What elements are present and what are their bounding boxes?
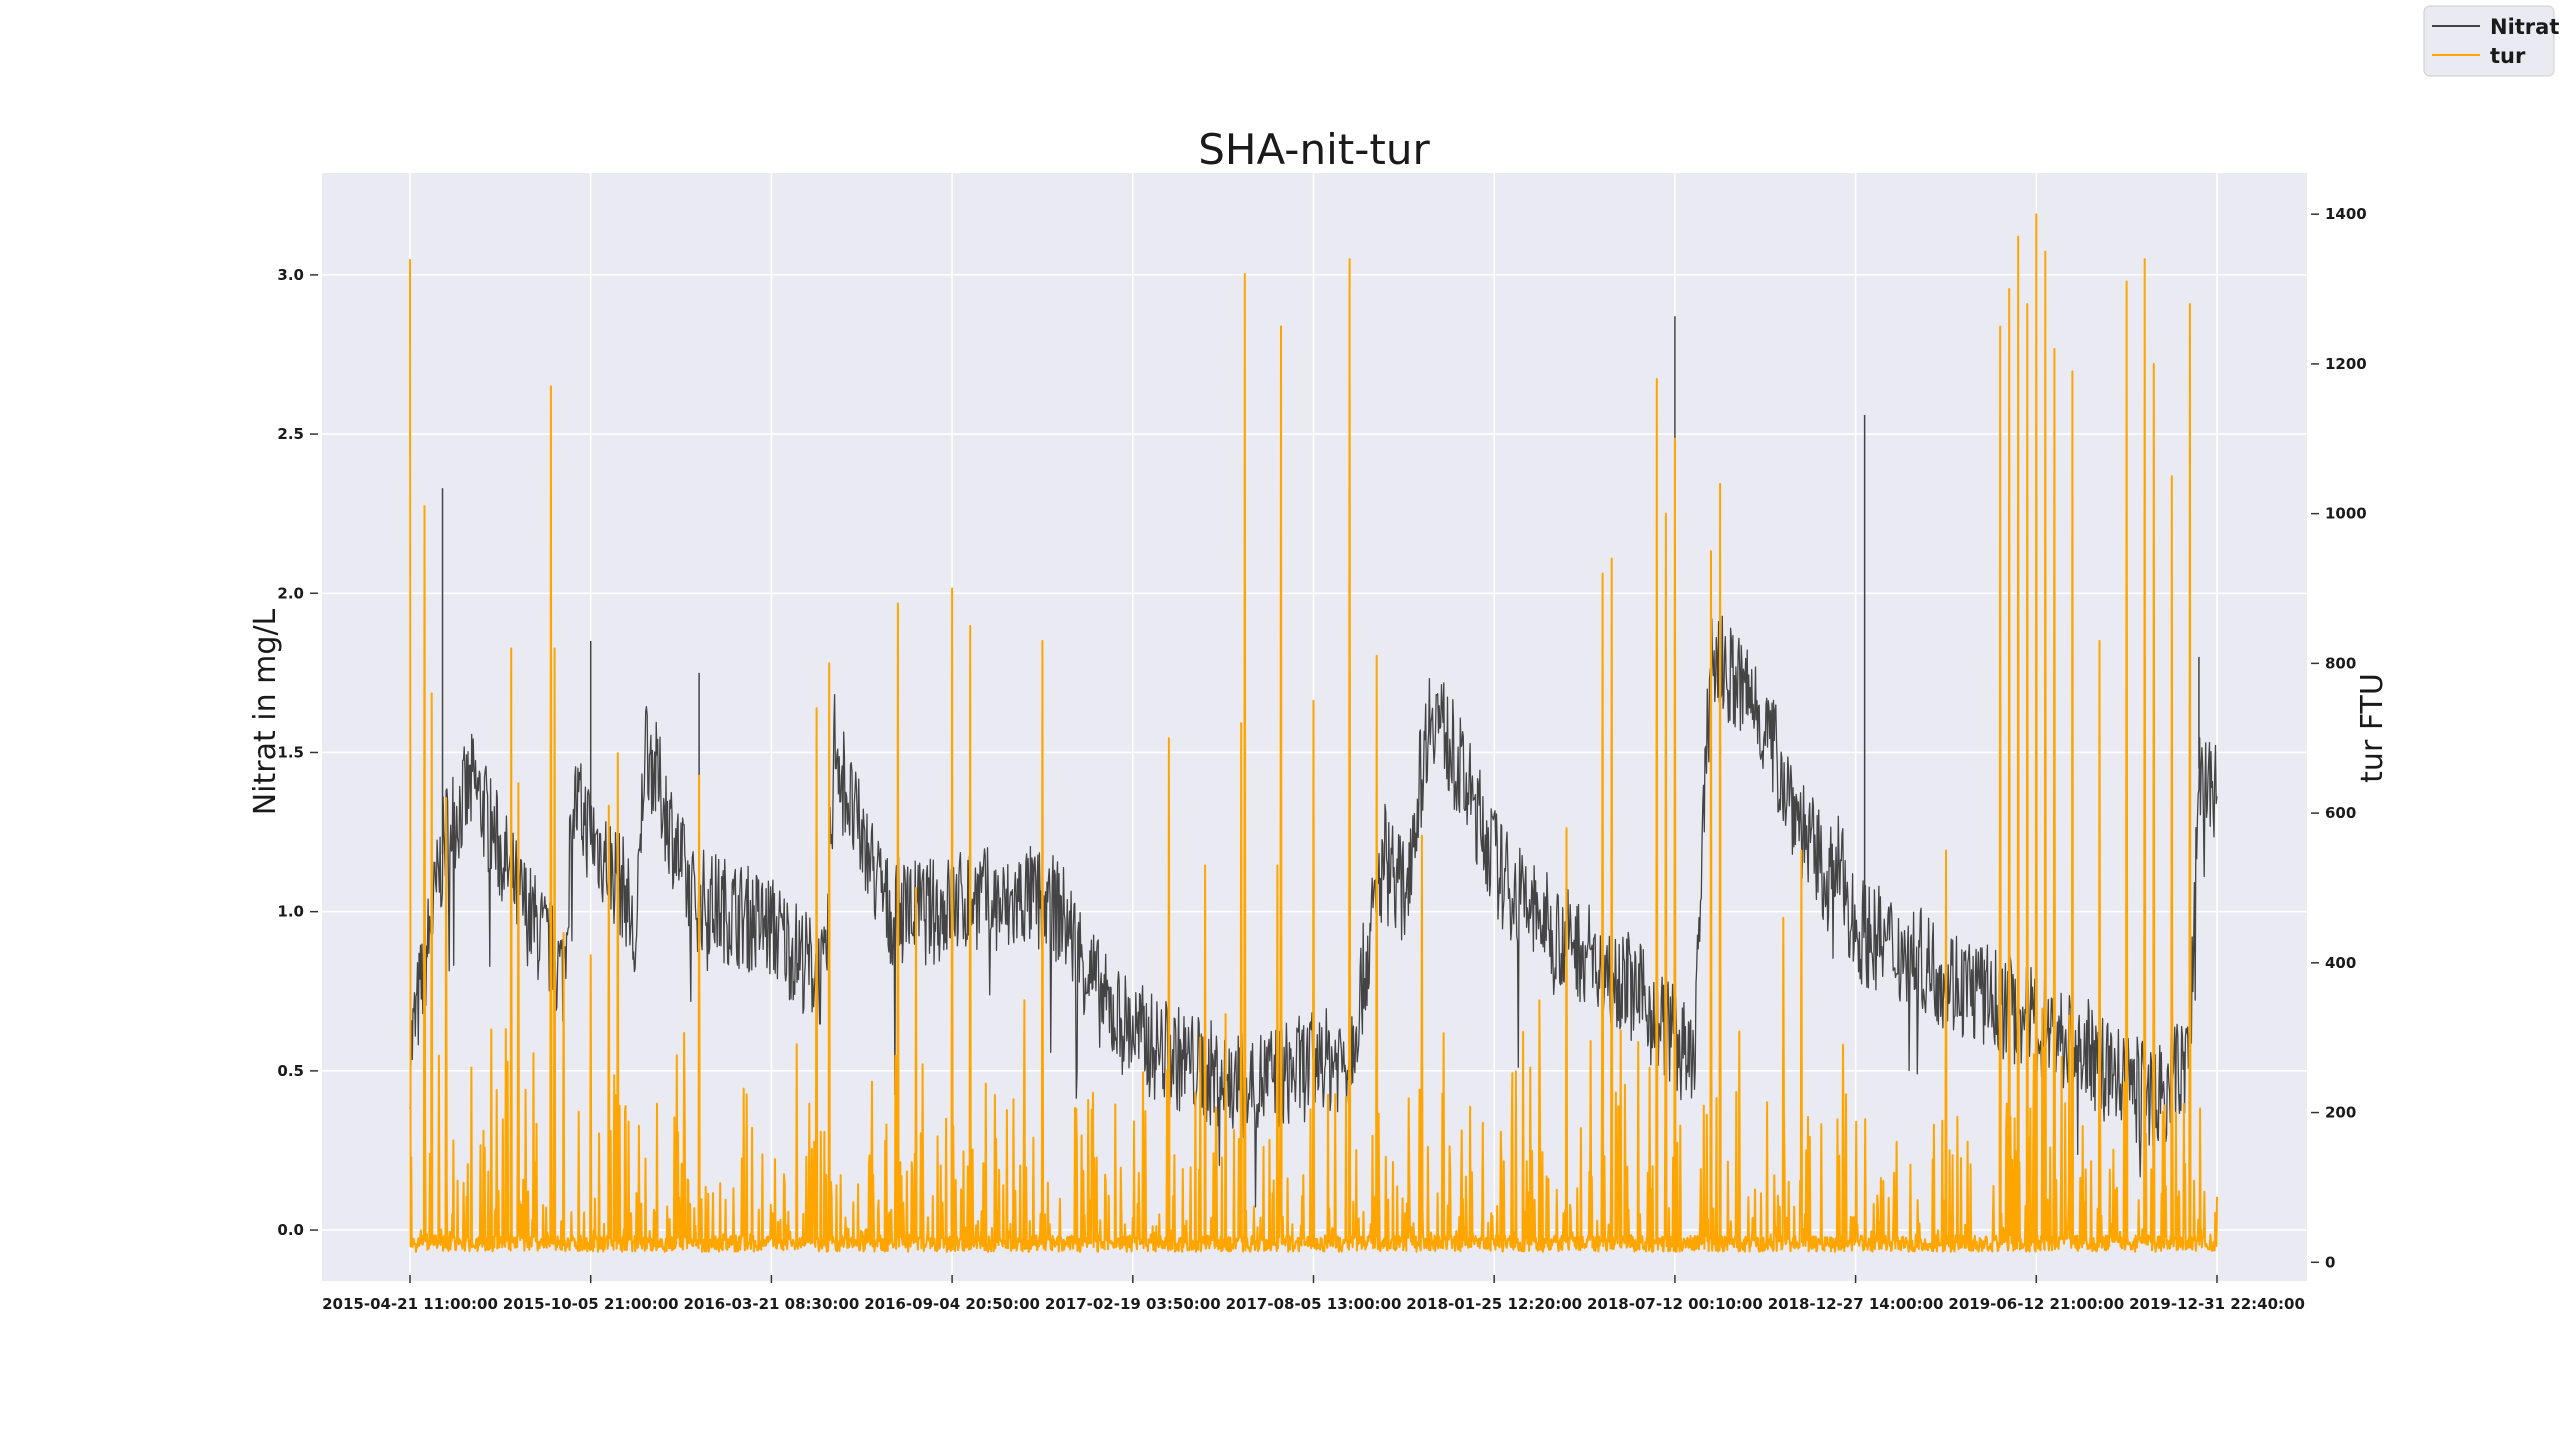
x-tick-label: 2019-06-12 21:00:00	[1948, 1295, 2124, 1313]
x-tick-label: 2019-12-31 22:40:00	[2129, 1295, 2305, 1313]
tur-series	[409, 213, 2218, 1253]
legend-label-tur: tur	[2490, 44, 2526, 68]
y2-axis-title: tur FTU	[2355, 673, 2390, 783]
y2-tick-label: 1000	[2325, 505, 2367, 523]
y2-tick-label: 1200	[2325, 355, 2367, 373]
y-tick-label: 0.5	[277, 1062, 304, 1080]
y-tick-label: 2.5	[277, 425, 304, 443]
y-axis-title: Nitrat in mg/L	[248, 608, 283, 815]
x-tick-label: 2017-08-05 13:00:00	[1226, 1295, 1402, 1313]
legend-box	[2423, 5, 2555, 77]
chart-title: SHA-nit-tur	[1198, 125, 1430, 174]
y2-tick-label: 600	[2325, 804, 2356, 822]
x-tick-label: 2015-10-05 21:00:00	[503, 1295, 679, 1313]
x-tick-label: 2016-09-04 20:50:00	[864, 1295, 1040, 1313]
x-axis-ticks: 2015-04-21 11:00:00 2015-10-05 21:00:00 20…	[322, 1275, 2305, 1313]
x-tick-label: 2017-02-19 03:50:00	[1045, 1295, 1221, 1313]
x-tick-label: 2018-07-12 00:10:00	[1587, 1295, 1763, 1313]
y2-tick-label: 200	[2325, 1104, 2356, 1122]
x-tick-label: 2018-01-25 12:20:00	[1406, 1295, 1582, 1313]
x-tick-label: 2015-04-21 11:00:00	[322, 1295, 498, 1313]
legend: Nitrat tur	[2423, 5, 2559, 77]
x-tick-label: 2018-12-27 14:00:00	[1768, 1295, 1944, 1313]
y2-tick-label: 800	[2325, 654, 2356, 672]
x-tick-label: 2016-03-21 08:30:00	[684, 1295, 860, 1313]
y2-tick-label: 1400	[2325, 205, 2367, 223]
left-axis-ticks: 0.0 0.5 1.0 1.5 2.0 2.5 3.0	[277, 266, 318, 1239]
y-tick-label: 3.0	[277, 266, 304, 284]
y-tick-label: 2.0	[277, 584, 304, 602]
y-tick-label: 1.5	[277, 743, 304, 761]
y2-tick-label: 0	[2325, 1253, 2335, 1271]
tur-line	[409, 213, 2218, 1253]
legend-label-nitrat: Nitrat	[2490, 15, 2559, 39]
right-axis-ticks: 0 200 400 600 800 1000 1200 1400	[2311, 205, 2367, 1271]
y-tick-label: 0.0	[277, 1221, 304, 1239]
y-tick-label: 1.0	[277, 903, 304, 921]
y2-tick-label: 400	[2325, 954, 2356, 972]
